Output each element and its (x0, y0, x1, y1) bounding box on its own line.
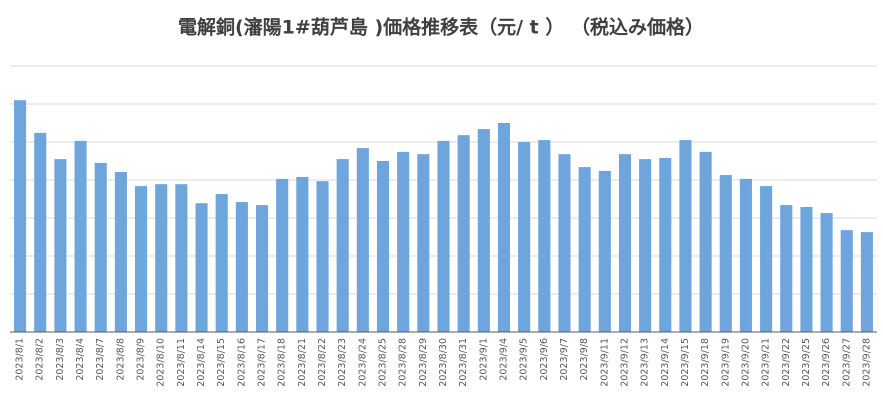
x-tick-label: 2023/8/25 (378, 338, 389, 387)
x-tick-label: 2023/9/14 (660, 338, 671, 387)
bar (336, 159, 349, 332)
x-tick-label: 2023/9/19 (720, 338, 731, 387)
x-tick-label: 2023/9/27 (841, 338, 852, 387)
bar (215, 194, 228, 332)
bar (659, 157, 672, 332)
bar (699, 151, 712, 332)
x-tick-label: 2023/8/16 (236, 338, 247, 387)
bar (296, 176, 309, 332)
bar (497, 123, 511, 332)
x-tick-label: 2023/9/28 (861, 338, 872, 387)
bar (276, 178, 289, 332)
x-tick-label: 2023/9/5 (519, 338, 530, 381)
x-tick-label: 2023/8/7 (95, 338, 106, 381)
x-tick-label: 2023/8/14 (196, 338, 207, 387)
x-tick-label: 2023/9/1 (478, 338, 489, 381)
bar (255, 205, 269, 332)
bar (397, 151, 410, 332)
bar (376, 161, 390, 332)
x-tick-label: 2023/9/11 (599, 338, 610, 387)
x-tick-label: 2023/9/12 (619, 338, 630, 387)
x-tick-label: 2023/8/15 (216, 338, 227, 387)
x-tick-label: 2023/9/6 (539, 338, 550, 381)
x-tick-label: 2023/9/13 (640, 338, 651, 387)
x-tick-label: 2023/8/8 (115, 338, 126, 381)
x-tick-label: 2023/9/21 (761, 338, 772, 387)
x-tick-label: 2023/8/18 (277, 338, 288, 387)
bar (175, 184, 188, 332)
bar (356, 148, 369, 332)
x-tick-label: 2023/8/10 (156, 338, 167, 387)
bar (235, 202, 248, 332)
bar (800, 206, 813, 332)
bar (739, 178, 752, 332)
x-tick-label: 2023/8/2 (35, 338, 46, 381)
x-tick-label: 2023/9/26 (821, 338, 832, 387)
x-tick-label: 2023/8/24 (357, 338, 368, 387)
bar (780, 205, 793, 332)
bar (417, 154, 430, 332)
bar (598, 170, 611, 332)
x-tick-label: 2023/8/9 (136, 338, 147, 381)
x-tick-label: 2023/8/23 (337, 338, 348, 387)
x-tick-label: 2023/9/7 (559, 338, 570, 381)
x-tick-label: 2023/8/3 (55, 338, 66, 381)
x-tick-label: 2023/8/29 (418, 338, 429, 387)
x-tick-label: 2023/8/21 (297, 338, 308, 387)
bar (195, 203, 208, 332)
bar (316, 181, 329, 332)
bar (94, 162, 107, 332)
x-tick-label: 2023/9/22 (781, 338, 792, 387)
bar (840, 230, 853, 332)
x-tick-label: 2023/9/8 (579, 338, 590, 381)
bar (679, 140, 692, 332)
bar (860, 232, 873, 332)
x-tick-label: 2023/9/20 (740, 338, 751, 387)
bar (538, 140, 551, 332)
x-tick-label: 2023/9/18 (700, 338, 711, 387)
bar (14, 100, 27, 332)
x-tick-label: 2023/8/1 (15, 338, 26, 381)
chart-title: 電解銅(瀋陽1#葫芦島 )価格推移表（元/ t ） （税込み価格） (178, 16, 704, 39)
x-tick-label: 2023/8/30 (438, 338, 449, 387)
bar (558, 154, 571, 332)
x-tick-label: 2023/9/4 (498, 338, 509, 381)
bar (457, 135, 470, 332)
bar (618, 154, 632, 332)
x-tick-label: 2023/8/11 (176, 338, 187, 387)
bar (54, 159, 67, 332)
bar (114, 172, 127, 332)
x-tick-label: 2023/9/25 (801, 338, 812, 387)
bar (34, 132, 47, 332)
bar (135, 186, 148, 332)
bar (437, 140, 450, 332)
bar (820, 213, 833, 332)
bar (518, 142, 531, 332)
bar (477, 129, 490, 332)
x-tick-label: 2023/9/15 (680, 338, 691, 387)
x-tick-label: 2023/8/4 (75, 338, 86, 381)
bar (578, 167, 591, 332)
bar (760, 186, 773, 332)
x-tick-label: 2023/8/31 (458, 338, 469, 387)
x-tick-label: 2023/8/22 (317, 338, 328, 387)
x-tick-label: 2023/8/17 (257, 338, 268, 387)
bar (639, 159, 652, 332)
x-tick-label: 2023/8/28 (398, 338, 409, 387)
bar (719, 175, 732, 332)
bar (155, 184, 168, 332)
bar (74, 140, 87, 332)
